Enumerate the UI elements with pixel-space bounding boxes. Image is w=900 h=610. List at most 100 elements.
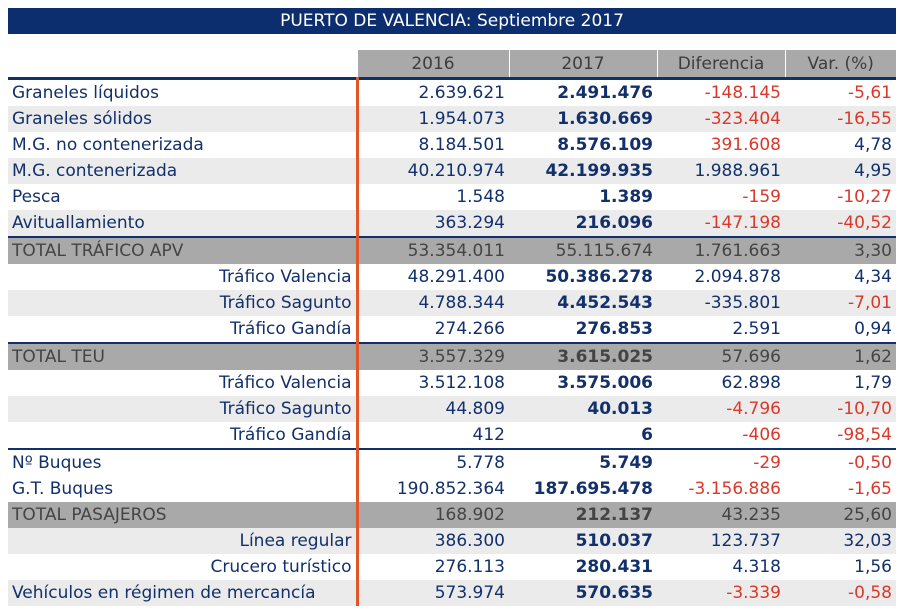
- value-2017: 8.576.109: [557, 135, 653, 155]
- value-diferencia: -4.796: [657, 396, 785, 422]
- value-diferencia: 1.761.663: [657, 236, 785, 264]
- value-diferencia: 43.235: [657, 502, 785, 528]
- table-row: M.G. no contenerizada 8.184.501 8.576.109 3…: [8, 132, 896, 158]
- row-label: M.G. contenerizada: [8, 158, 359, 184]
- value-diferencia: 123.737: [657, 528, 785, 554]
- table-row: Crucero turístico 276.113 280.431 4.318 1,56: [8, 554, 896, 580]
- value-2017: 5.749: [509, 448, 657, 476]
- value-2016: 40.210.974: [357, 158, 509, 184]
- table-row: G.T. Buques 190.852.364 187.695.478 -3.156.…: [8, 476, 896, 502]
- value-2017: 55.115.674: [509, 236, 657, 264]
- value-2017: 50.386.278: [545, 267, 653, 287]
- row-label: Tráfico Gandía: [8, 422, 359, 449]
- value-diferencia: -323.404: [657, 106, 785, 132]
- row-label: Tráfico Gandía: [8, 316, 359, 343]
- value-2017: 570.635: [509, 580, 657, 606]
- value-diferencia: -148.145: [704, 83, 781, 103]
- table-row: Tráfico Gandía 412 6 -406 -98,54: [8, 422, 896, 449]
- value-2017: 4.452.543: [509, 290, 657, 316]
- table-row: M.G. contenerizada 40.210.974 42.199.935 1.…: [8, 158, 896, 184]
- value-diferencia: -406: [742, 425, 781, 445]
- table-row: Tráfico Valencia 48.291.400 50.386.278 2.09…: [8, 264, 896, 290]
- value-2016: 4.788.344: [357, 290, 509, 316]
- row-label: Tráfico Valencia: [8, 370, 359, 396]
- row-label: M.G. no contenerizada: [8, 132, 359, 158]
- value-var: -98,54: [837, 425, 892, 445]
- value-diferencia: 391.608: [710, 135, 781, 155]
- value-2016: 3.557.329: [357, 342, 509, 370]
- value-2016: 1.954.073: [357, 106, 509, 132]
- total-row: TOTAL TRÁFICO APV 53.354.011 55.115.674 1.7…: [8, 236, 896, 264]
- row-label: Tráfico Valencia: [8, 264, 359, 290]
- row-label: G.T. Buques: [8, 476, 359, 502]
- value-diferencia: 57.696: [657, 342, 785, 370]
- header-row: 2016 2017 Diferencia Var. (%): [8, 50, 896, 79]
- value-2016: 8.184.501: [418, 135, 505, 155]
- table-row: Graneles líquidos 2.639.621 2.491.476 -148.…: [8, 78, 896, 106]
- value-var: 4,34: [854, 267, 892, 287]
- row-label: TOTAL TEU: [8, 342, 359, 370]
- value-diferencia: -335.801: [657, 290, 785, 316]
- value-var: -0,50: [785, 448, 896, 476]
- value-var: -10,70: [785, 396, 896, 422]
- port-traffic-table: 2016 2017 Diferencia Var. (%) Graneles l…: [8, 50, 896, 606]
- row-label: Crucero turístico: [8, 554, 359, 580]
- value-diferencia: -3.339: [657, 580, 785, 606]
- value-2016: 363.294: [357, 210, 509, 237]
- value-2016: 190.852.364: [396, 479, 505, 499]
- value-2017: 2.491.476: [557, 83, 653, 103]
- value-diferencia: -159: [742, 187, 781, 207]
- value-2016: 412: [472, 425, 505, 445]
- value-2016: 168.902: [357, 502, 509, 528]
- value-var: 32,03: [785, 528, 896, 554]
- row-label: TOTAL TRÁFICO APV: [8, 236, 359, 264]
- value-2016: 48.291.400: [407, 267, 505, 287]
- value-2016: 53.354.011: [357, 236, 509, 264]
- value-2017: 40.013: [509, 396, 657, 422]
- row-label: Graneles líquidos: [8, 78, 359, 106]
- value-var: -40,52: [785, 210, 896, 237]
- value-diferencia: 4.318: [732, 557, 781, 577]
- value-2017: 212.137: [509, 502, 657, 528]
- value-var: -0,58: [785, 580, 896, 606]
- value-2017: 42.199.935: [509, 158, 657, 184]
- value-var: 1,79: [854, 373, 892, 393]
- value-var: 4,78: [854, 135, 892, 155]
- value-var: -7,01: [785, 290, 896, 316]
- table-row: Tráfico Gandía 274.266 276.853 2.591 0,94: [8, 316, 896, 343]
- value-2017: 280.431: [575, 557, 653, 577]
- row-label: TOTAL PASAJEROS: [8, 502, 359, 528]
- value-var: 3,30: [785, 236, 896, 264]
- value-var: -16,55: [785, 106, 896, 132]
- value-var: 1,62: [785, 342, 896, 370]
- header-diferencia: Diferencia: [656, 50, 785, 79]
- header-2016: 2016: [356, 50, 509, 79]
- value-2017: 216.096: [509, 210, 657, 237]
- value-2017: 276.853: [575, 319, 653, 339]
- value-diferencia: -29: [657, 448, 785, 476]
- value-2017: 3.615.025: [509, 342, 657, 370]
- value-2016: 2.639.621: [418, 83, 505, 103]
- value-2017: 187.695.478: [533, 479, 653, 499]
- value-2016: 44.809: [357, 396, 509, 422]
- row-label: Línea regular: [8, 528, 359, 554]
- value-2016: 573.974: [357, 580, 509, 606]
- value-2017: 3.575.006: [557, 373, 653, 393]
- value-2016: 5.778: [357, 448, 509, 476]
- value-diferencia: 2.591: [732, 319, 781, 339]
- value-var: 4,95: [785, 158, 896, 184]
- value-var: -5,61: [848, 83, 892, 103]
- total-row: TOTAL TEU 3.557.329 3.615.025 57.696 1,62: [8, 342, 896, 370]
- value-diferencia: -147.198: [657, 210, 785, 237]
- value-2017: 1.389: [599, 187, 653, 207]
- row-label: Tráfico Sagunto: [8, 290, 359, 316]
- value-2016: 274.266: [434, 319, 505, 339]
- value-2016: 386.300: [357, 528, 509, 554]
- row-label: Pesca: [8, 184, 359, 210]
- table-row: Vehículos en régimen de mercancía 573.974…: [8, 580, 896, 606]
- row-label: Vehículos en régimen de mercancía: [8, 580, 359, 606]
- table-row: Tráfico Valencia 3.512.108 3.575.006 62.898…: [8, 370, 896, 396]
- row-label: Avituallamiento: [8, 210, 359, 237]
- value-diferencia: 62.898: [721, 373, 781, 393]
- value-var: 0,94: [854, 319, 892, 339]
